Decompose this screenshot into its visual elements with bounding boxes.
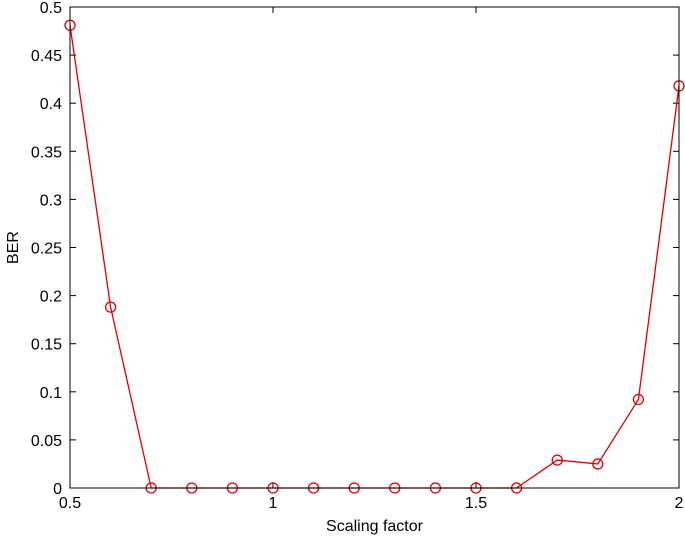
tick-labels: 0.5 1 1.5 2 0 0.05 0.1 0.15 0.2 0.25 0.3 0.35 0.4 0.4… [31, 0, 684, 512]
x-axis-title: Scaling factor [326, 518, 424, 535]
y-tick-label: 0.1 [40, 385, 62, 402]
plot-frame [69, 6, 680, 489]
x-tick-label: 0.5 [59, 495, 81, 512]
y-tick-label: 0.5 [40, 0, 62, 17]
y-tick-label: 0.45 [31, 48, 62, 65]
data-point-marker [632, 393, 645, 406]
data-point-marker [592, 458, 604, 470]
y-axis-title: BER [5, 231, 22, 264]
data-point-marker [104, 301, 117, 313]
y-tick-label: 0.15 [31, 337, 62, 354]
y-tick-label: 0.25 [31, 241, 62, 258]
plot-area [70, 7, 679, 488]
x-tick-label: 1 [269, 495, 278, 512]
y-tick-label: 0.3 [40, 192, 62, 209]
y-tick-label: 0.35 [31, 144, 62, 161]
y-tick-label: 0.4 [40, 96, 62, 113]
data-point-marker [551, 454, 563, 466]
x-tick-label: 1.5 [465, 495, 487, 512]
x-tick-label: 2 [675, 495, 684, 512]
y-tick-label: 0.05 [31, 433, 62, 450]
y-tick-label: 0.2 [40, 289, 62, 306]
y-tick-label: 0 [53, 481, 62, 498]
